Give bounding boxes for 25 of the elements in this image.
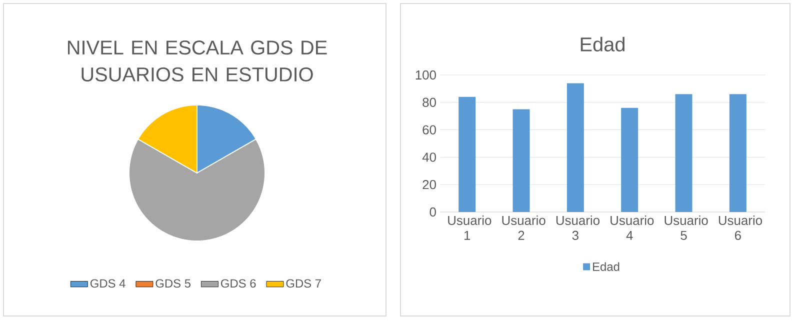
x-tick-label: Usuario 2 — [502, 216, 546, 240]
x-tick-label: Usuario 1 — [448, 216, 492, 240]
chart-title: Edad — [580, 36, 624, 52]
x-tick-label: Usuario 3 — [556, 216, 600, 240]
bar — [729, 94, 746, 212]
y-tick-label: 20 — [422, 180, 436, 190]
legend-label: GDS 7 — [286, 279, 321, 288]
legend-label: Edad — [593, 262, 620, 271]
y-tick-label: 100 — [416, 70, 436, 80]
x-tick-label: Usuario 4 — [610, 216, 654, 240]
bar — [512, 109, 530, 212]
y-tick-label: 80 — [422, 98, 436, 107]
legend-label: GDS 4 — [90, 279, 126, 288]
y-tick-label: 0 — [430, 207, 436, 217]
y-tick-label: 60 — [422, 125, 436, 134]
x-tick-label: Usuario 5 — [664, 216, 708, 240]
bar — [566, 83, 584, 212]
legend-label: GDS 5 — [156, 279, 190, 288]
y-tick-label: 40 — [422, 152, 436, 162]
bar — [675, 94, 692, 212]
chart-title: NIVEL EN ESCALA GDS DE USUARIOS EN ESTUDIO — [68, 40, 327, 82]
x-tick-label: Usuario 6 — [718, 216, 762, 240]
legend-label: GDS 6 — [221, 279, 256, 288]
bar — [621, 108, 638, 212]
bar — [458, 96, 476, 212]
